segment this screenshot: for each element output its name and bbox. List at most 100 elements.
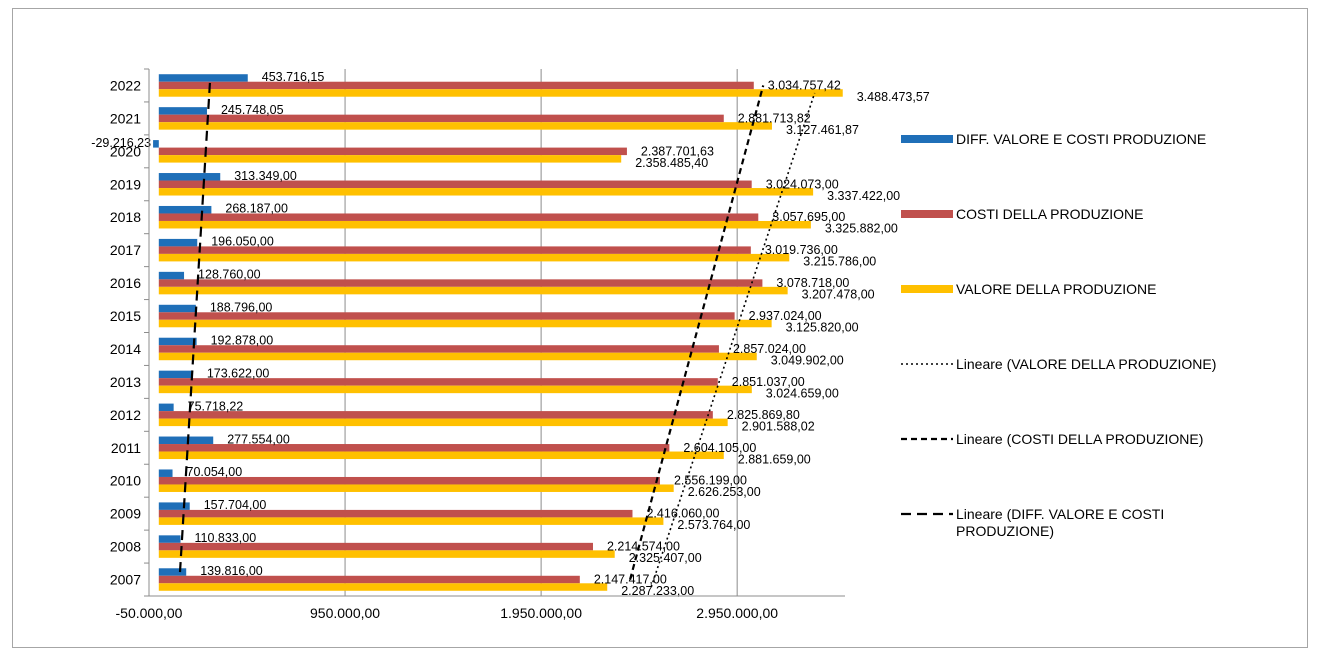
bar: [158, 509, 633, 518]
bar: [158, 403, 174, 412]
data-labels: 139.816,00 110.833,00 157.704,00 70.054,00 2…: [91, 70, 929, 598]
bar: [153, 140, 159, 148]
y-tick-label: 2022: [110, 77, 141, 93]
data-label: 3.125.820,00: [786, 321, 859, 335]
bar: [158, 220, 811, 229]
data-label: 157.704,00: [204, 498, 267, 512]
bar: [158, 418, 728, 427]
bar: [158, 74, 248, 82]
y-tick-label: 2020: [110, 143, 141, 159]
data-label: 2.604.105,00: [683, 441, 756, 455]
data-label: 3.024.073,00: [766, 177, 839, 191]
data-label: 3.078.718,00: [776, 276, 849, 290]
data-label: 2.387.701,63: [641, 144, 714, 158]
data-label: 2.556.199,00: [674, 474, 747, 488]
data-label: 277.554,00: [227, 432, 290, 446]
bar: [158, 345, 719, 353]
legend-label: VALORE DELLA PRODUZIONE: [956, 281, 1156, 297]
data-label: 2.881.659,00: [738, 452, 811, 466]
bar: [158, 502, 190, 510]
bar: [158, 147, 627, 156]
bar: [158, 385, 752, 394]
data-label: 173.622,00: [207, 366, 270, 380]
data-label: 2.147.417,00: [594, 573, 667, 587]
data-label: 3.049.902,00: [771, 353, 844, 367]
bar: [158, 173, 221, 181]
data-label: 3.057.695,00: [772, 210, 845, 224]
bar: [158, 451, 724, 460]
bar: [158, 246, 751, 254]
data-label: 110.833,00: [195, 531, 257, 545]
y-tick-label: 2015: [110, 308, 141, 324]
bar: [158, 312, 735, 320]
data-label: 188.796,00: [210, 301, 273, 315]
chart-frame: 139.816,00 110.833,00 157.704,00 70.054,00 2…: [12, 8, 1308, 648]
data-label: 2.358.485,40: [635, 156, 708, 170]
legend: DIFF. VALORE E COSTI PRODUZIONE COSTI DEL…: [901, 131, 1216, 539]
bar: [158, 469, 173, 477]
data-label: 2.825.869,80: [727, 408, 800, 422]
bar: [158, 81, 754, 90]
legend-swatch: [901, 285, 953, 293]
bar: [158, 337, 197, 346]
trendline: [629, 85, 765, 580]
bar: [158, 484, 674, 492]
legend-swatch: [901, 210, 953, 218]
data-label: 313.349,00: [234, 169, 297, 183]
y-tick-label: 2013: [110, 374, 141, 390]
y-tick-label: 2008: [110, 539, 141, 555]
y-tick-label: 2019: [110, 176, 141, 192]
data-label: 2.573.764,00: [677, 518, 750, 532]
legend-label-line: PRODUZIONE): [956, 523, 1054, 539]
data-label: 3.034.757,42: [768, 78, 841, 92]
bar: [158, 155, 622, 163]
data-label: 2.626.253,00: [688, 485, 761, 499]
bars: [153, 74, 843, 591]
bar: [158, 535, 181, 543]
bar: [158, 444, 670, 452]
y-tick-label: 2007: [110, 572, 141, 588]
trendline: [178, 77, 212, 573]
bar: [158, 304, 196, 313]
bar: [158, 286, 788, 295]
data-label: 453.716,15: [262, 70, 325, 84]
bar: [158, 575, 580, 584]
bar: [158, 583, 608, 591]
legend-label: Lineare (VALORE DELLA PRODUZIONE): [956, 356, 1216, 372]
legend-label: DIFF. VALORE E COSTI PRODUZIONE: [956, 131, 1206, 147]
y-tick-label: 2016: [110, 275, 141, 291]
data-label: 192.878,00: [211, 333, 274, 347]
bar: [158, 352, 757, 361]
y-tick-label: 2011: [111, 440, 141, 456]
y-tick-label: 2021: [110, 110, 141, 126]
bar: [158, 122, 772, 130]
bar: [158, 89, 843, 97]
data-label: -29.216,23: [91, 136, 151, 150]
data-label: 75.718,22: [188, 399, 244, 413]
legend-label: Lineare (COSTI DELLA PRODUZIONE): [956, 431, 1203, 447]
y-tick-label: 2018: [110, 209, 141, 225]
data-label: 128.760,00: [198, 268, 261, 282]
bar: [158, 213, 759, 221]
data-label: 3.488.473,57: [857, 90, 930, 104]
bar: [158, 476, 660, 485]
bar: [158, 370, 193, 379]
data-label: 2.857.024,00: [733, 342, 806, 356]
trendline: [650, 92, 816, 588]
bar: [158, 550, 615, 558]
data-label: 196.050,00: [211, 235, 274, 249]
bar: [158, 238, 198, 247]
bar: [158, 378, 718, 386]
data-label: 2.325.407,00: [629, 551, 702, 565]
bar: [158, 253, 790, 262]
axes: -50.000,00 950.000,00 1.950.000,00 2.950.00…: [110, 68, 845, 621]
bar: [158, 107, 207, 115]
x-tick-label: 2.950.000,00: [696, 605, 778, 621]
data-label: 3.215.786,00: [803, 255, 876, 269]
data-label: 2.214.574,00: [607, 540, 680, 554]
data-label: 2.287.233,00: [621, 584, 694, 598]
bar: [158, 180, 752, 189]
bar: [158, 188, 814, 196]
y-tick-label: 2014: [110, 341, 141, 357]
trendlines: [178, 77, 816, 588]
